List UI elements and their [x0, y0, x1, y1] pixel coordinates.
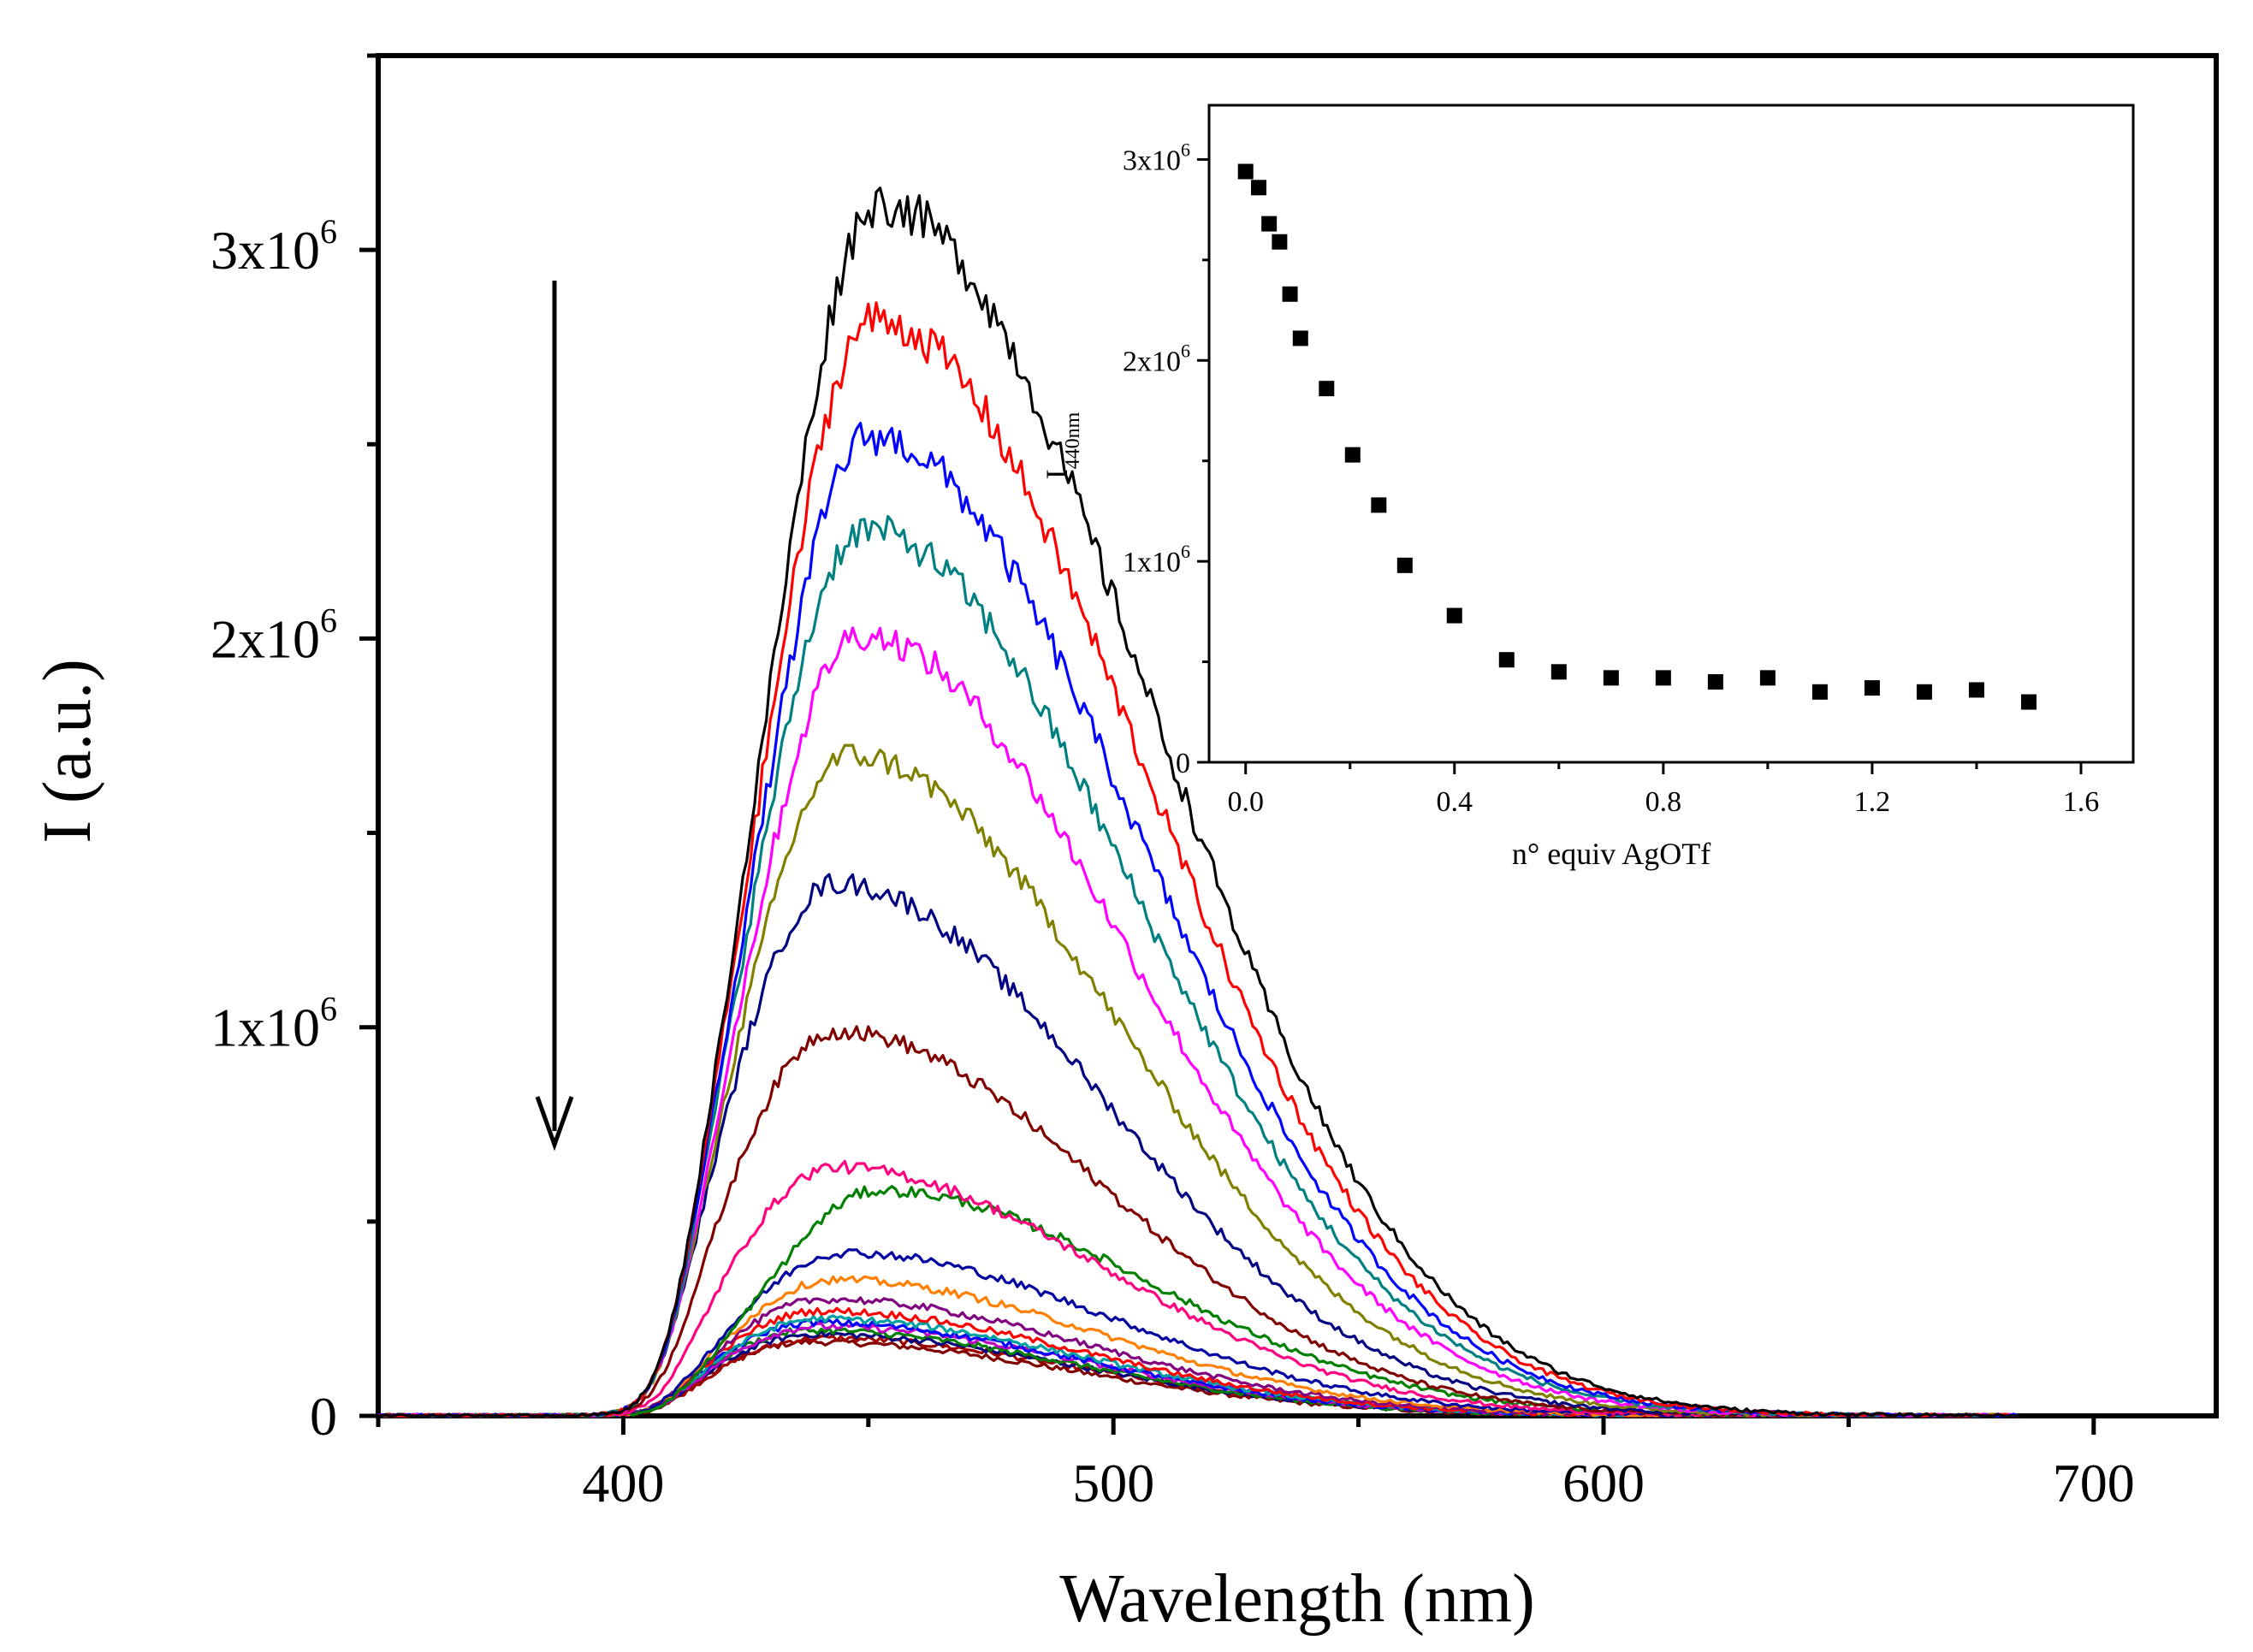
x-tick-label: 500 [1072, 1453, 1154, 1513]
inset-y-tick-label: 3x106 [1123, 139, 1190, 176]
series-line-17 [377, 1326, 2018, 1418]
inset-frame [1207, 104, 2135, 764]
inset-point [1759, 670, 1776, 686]
inset-point [2020, 694, 2037, 710]
y-tick-label: 2x106 [210, 601, 337, 669]
inset-point [1371, 497, 1387, 513]
inset-point [1655, 670, 1671, 686]
inset-x-axis-title: n° equiv AgOTf [1512, 837, 1711, 871]
inset-point [1237, 163, 1254, 180]
inset-x-tick-label: 0.0 [1227, 786, 1264, 818]
inset-point [1603, 670, 1619, 686]
y-axis-title: I (a.u.) [30, 659, 105, 843]
arrow-head [535, 1096, 574, 1152]
main-plot: 400 500 600 700 0 1x106 2x106 3x106 Wavelength (… [30, 53, 2219, 1637]
x-tick-label: 400 [582, 1453, 664, 1513]
inset-point [1968, 682, 1984, 698]
inset-point [1292, 330, 1308, 346]
series-line-12 [377, 1296, 2018, 1418]
inset-point [1446, 607, 1462, 624]
inset-y-axis-title: I440nm [1040, 412, 1084, 479]
inset-point [1811, 684, 1828, 700]
inset-point [1344, 447, 1361, 463]
series-line-6 [377, 873, 2018, 1418]
inset-point [1261, 216, 1278, 232]
inset-point [1864, 680, 1880, 696]
inset-point [1272, 234, 1288, 250]
inset-y-tick-label: 2x106 [1123, 340, 1190, 377]
series-line-8 [377, 1159, 2018, 1418]
inset-x-tick-label: 0.8 [1645, 786, 1682, 818]
series-line-19 [377, 1335, 2018, 1418]
inset-point [1282, 286, 1298, 302]
series-line-7 [378, 1025, 2018, 1418]
inset-point [1550, 664, 1567, 680]
y-tick-label: 0 [310, 1386, 337, 1447]
inset-x-tick-label: 1.2 [1854, 786, 1891, 818]
series-line-0 [378, 187, 2018, 1418]
inset-y-tick-label: 0 [1176, 748, 1190, 779]
series-line-15 [377, 1318, 2018, 1418]
main-plot-frame [376, 53, 2219, 1418]
inset-point [1250, 180, 1266, 196]
decrease-arrow [535, 281, 574, 1152]
inset-x-tick-label: 0.4 [1437, 786, 1473, 818]
y-tick-label: 1x106 [210, 990, 337, 1058]
series-line-13 [377, 1306, 2018, 1418]
inset-x-tick-label: 1.6 [2063, 786, 2100, 818]
x-axis-title: Wavelength (nm) [1059, 1561, 1535, 1637]
series-line-5 [378, 743, 2018, 1418]
inset-point [1319, 381, 1335, 397]
series-line-16 [378, 1322, 2018, 1418]
inset-point [1916, 684, 1932, 700]
inset-point [1396, 557, 1413, 573]
inset-y-tick-label: 1x106 [1123, 541, 1190, 578]
x-tick-label: 700 [2053, 1453, 2135, 1513]
y-tick-label: 3x106 [210, 212, 337, 281]
series-line-11 [377, 1275, 2018, 1418]
inset-plot: 0.0 0.4 0.8 1.2 1.6 0 1x106 2x106 3x106 n° equiv … [1040, 104, 2135, 871]
x-tick-label: 600 [1562, 1453, 1645, 1513]
inset-point [1498, 652, 1515, 668]
spectra [377, 187, 2019, 1418]
inset-point [1707, 674, 1723, 690]
